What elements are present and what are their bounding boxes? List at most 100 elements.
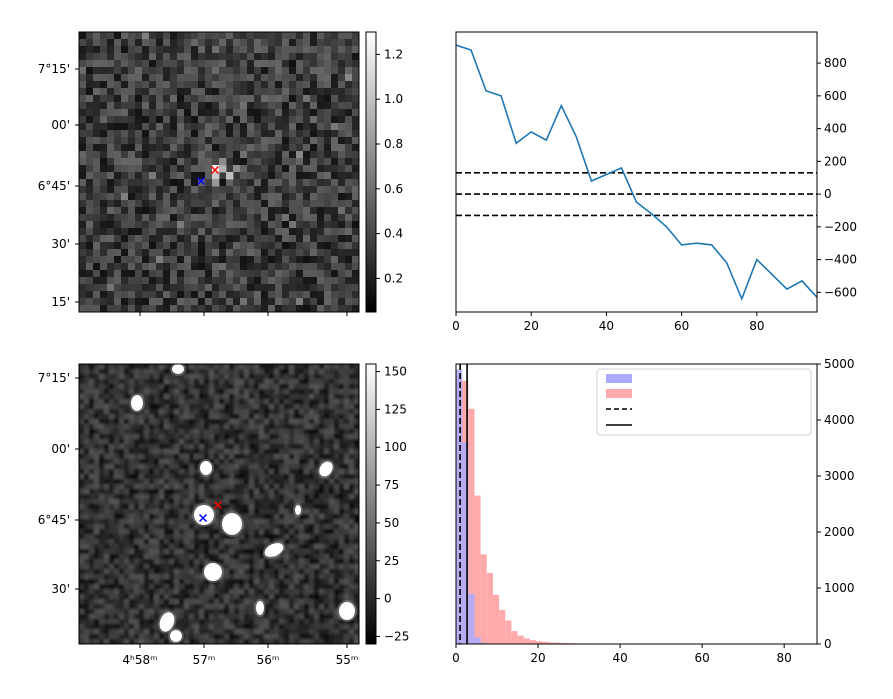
gleam-pixel — [129, 524, 135, 530]
gleam-pixel — [154, 514, 160, 520]
gleam-pixel — [339, 579, 345, 585]
gleam-pixel — [159, 564, 165, 570]
filter-pixel — [296, 60, 304, 68]
filter-markers — [196, 165, 220, 186]
filter-pixel — [310, 172, 318, 180]
gleam-pixel — [289, 434, 295, 440]
gleam-pixel — [319, 524, 325, 530]
gleam-pixel — [189, 609, 195, 615]
gleam-pixel — [224, 559, 230, 565]
gleam-pixel — [204, 609, 210, 615]
filter-pixel — [149, 207, 157, 215]
gleam-pixel — [279, 589, 285, 595]
gleam-pixel — [129, 444, 135, 450]
gleam-pixel — [194, 374, 200, 380]
gleam-pixel — [204, 399, 210, 405]
histogram-y-tick-label: 4000 — [824, 413, 855, 427]
gleam-pixel — [254, 439, 260, 445]
gleam-pixel — [339, 464, 345, 470]
gleam-pixel — [104, 604, 110, 610]
gleam-pixel — [264, 514, 270, 520]
gleam-pixel — [174, 554, 180, 560]
gleam-pixel — [189, 559, 195, 565]
gleam-pixel — [284, 489, 290, 495]
filter-pixel — [163, 109, 171, 117]
filter-pixel — [205, 95, 213, 103]
gleam-pixel — [149, 454, 155, 460]
filter-pixel — [219, 165, 227, 173]
gleam-pixel — [239, 539, 245, 545]
gleam-pixel — [134, 574, 140, 580]
gleam-pixel — [194, 424, 200, 430]
filter-pixel — [212, 291, 220, 299]
dec-tick-label: 6°45' — [38, 513, 70, 527]
filter-pixel — [261, 235, 269, 243]
filter-pixel — [156, 102, 164, 110]
gleam-pixel — [319, 529, 325, 535]
filter-pixel — [135, 277, 143, 285]
gleam-pixel — [144, 614, 150, 620]
filter-pixel — [79, 60, 87, 68]
filter-pixel — [282, 158, 290, 166]
gleam-pixel — [234, 554, 240, 560]
gleam-pixel — [349, 424, 355, 430]
gleam-pixel — [324, 389, 330, 395]
gleam-source — [264, 543, 284, 557]
gleam-pixel — [249, 639, 255, 644]
gleam-pixel — [79, 459, 85, 465]
filter-pixel — [198, 60, 206, 68]
gleam-pixel — [259, 464, 265, 470]
gleam-pixel — [314, 474, 320, 480]
gleam-pixel — [119, 569, 125, 575]
filter-pixel — [331, 32, 339, 40]
gleam-pixel — [164, 514, 170, 520]
gleam-pixel — [254, 379, 260, 385]
filter-pixel — [135, 95, 143, 103]
filter-pixel — [352, 249, 360, 257]
gleam-pixel — [294, 389, 300, 395]
gleam-pixel — [214, 454, 220, 460]
gleam-pixel — [214, 389, 220, 395]
gleam-pixel — [94, 404, 100, 410]
filter-pixel — [219, 109, 227, 117]
gleam-pixel — [289, 394, 295, 400]
gleam-pixel — [214, 424, 220, 430]
filter-pixel — [135, 200, 143, 208]
filter-pixel — [156, 193, 164, 201]
filter-pixel — [86, 277, 94, 285]
gleam-pixel — [224, 614, 230, 620]
filter-pixel — [331, 165, 339, 173]
gleam-pixel — [244, 464, 250, 470]
gleam-pixel — [304, 409, 310, 415]
filter-pixel — [275, 284, 283, 292]
gleam-pixel — [279, 639, 285, 644]
filter-pixel — [156, 151, 164, 159]
gleam-pixel — [294, 614, 300, 620]
gleam-pixel — [164, 544, 170, 550]
gleam-pixel — [84, 454, 90, 460]
gleam-pixel — [344, 559, 350, 565]
gleam-pixel — [219, 604, 225, 610]
gleam-pixel — [259, 559, 265, 565]
filter-pixel — [128, 277, 136, 285]
filter-pixel — [121, 151, 129, 159]
filter-pixel — [226, 298, 234, 306]
gleam-pixel — [109, 384, 115, 390]
gleam-pixel — [309, 639, 315, 644]
gleam-pixel — [79, 629, 85, 635]
gleam-pixel — [114, 484, 120, 490]
gleam-pixel — [309, 544, 315, 550]
gleam-pixel — [89, 524, 95, 530]
gleam-pixel — [284, 524, 290, 530]
gleam-pixel — [289, 499, 295, 505]
filter-pixel — [233, 221, 241, 229]
filter-pixel — [142, 32, 150, 40]
filter-pixel — [310, 144, 318, 152]
gleam-pixel — [199, 444, 205, 450]
gleam-pixel — [94, 454, 100, 460]
filter-pixel — [317, 242, 325, 250]
gleam-pixel — [84, 409, 90, 415]
gleam-pixel — [309, 589, 315, 595]
filter-pixel — [338, 291, 346, 299]
gleam-pixel — [309, 404, 315, 410]
